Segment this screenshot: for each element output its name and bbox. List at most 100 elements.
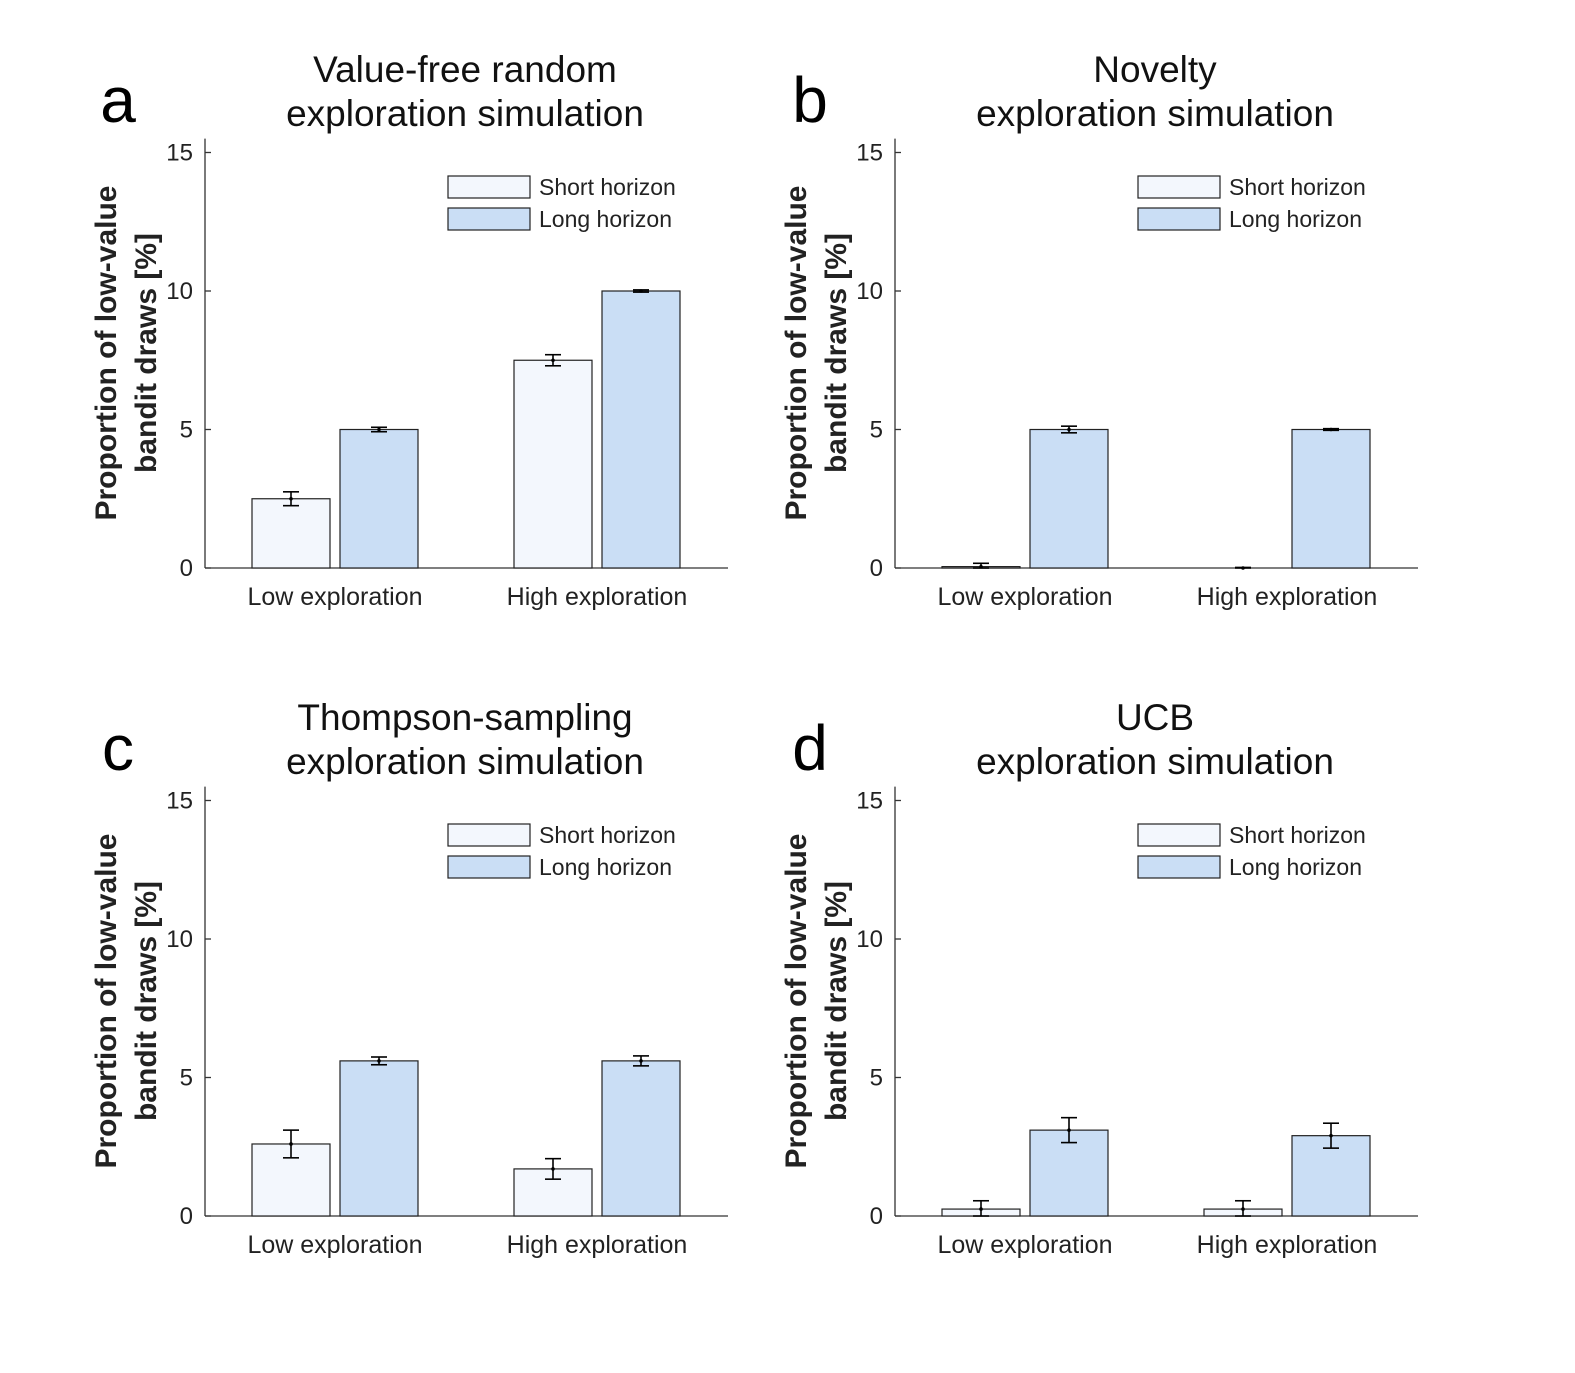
error-bar-mean-dot bbox=[639, 1059, 643, 1063]
y-axis-label-line-1: Proportion of low-value bbox=[780, 186, 813, 521]
x-category-label: High exploration bbox=[1197, 583, 1378, 611]
error-bar bbox=[973, 562, 989, 569]
legend-label-long: Long horizon bbox=[539, 206, 672, 232]
legend: Short horizon Long horizon bbox=[447, 822, 676, 880]
y-tick-label: 10 bbox=[166, 278, 193, 305]
chart-title-line-2: exploration simulation bbox=[286, 741, 644, 782]
y-tick-label: 15 bbox=[166, 140, 193, 167]
legend-swatch-short bbox=[447, 823, 531, 847]
legend-label-long: Long horizon bbox=[1229, 854, 1362, 880]
y-tick-label: 5 bbox=[870, 1065, 883, 1092]
error-bar bbox=[545, 353, 561, 367]
error-bar-mean-dot bbox=[979, 564, 983, 569]
bar-long-high bbox=[601, 290, 681, 569]
panel-letter-c: c bbox=[102, 712, 134, 784]
error-bar bbox=[973, 1199, 989, 1217]
y-axis-label-line-1: Proportion of low-value bbox=[780, 834, 813, 1169]
legend: Short horizon Long horizon bbox=[1137, 174, 1366, 232]
y-axis-label-line-2: bandit draws [%] bbox=[820, 881, 853, 1121]
error-bar bbox=[1323, 427, 1339, 432]
legend-swatch-short bbox=[1137, 823, 1221, 847]
y-axis-label-line-1: Proportion of low-value bbox=[90, 834, 123, 1169]
y-axis-label-line-1: Proportion of low-value bbox=[90, 186, 123, 521]
y-axis-label-line-2: bandit draws [%] bbox=[820, 233, 853, 473]
bar-long-low bbox=[1029, 1129, 1109, 1217]
y-tick-label: 10 bbox=[856, 278, 883, 305]
legend-swatch-long bbox=[447, 855, 531, 879]
y-tick-label: 0 bbox=[870, 1203, 883, 1230]
error-bar-mean-dot bbox=[1067, 1128, 1071, 1132]
x-category-label: Low exploration bbox=[247, 583, 422, 611]
legend-label-short: Short horizon bbox=[539, 174, 676, 200]
y-tick-label: 15 bbox=[856, 788, 883, 815]
error-bar bbox=[545, 1157, 561, 1180]
error-bar-mean-dot bbox=[1241, 566, 1245, 570]
y-tick-label: 0 bbox=[870, 555, 883, 582]
bar-long-high bbox=[1291, 1135, 1371, 1217]
error-bar-mean-dot bbox=[551, 358, 555, 363]
error-bar bbox=[633, 1055, 649, 1067]
chart-title-line-1: Value-free random bbox=[313, 49, 617, 90]
error-bar bbox=[1323, 1122, 1339, 1149]
x-category-label: Low exploration bbox=[937, 583, 1112, 611]
y-tick-label: 5 bbox=[180, 1065, 193, 1092]
y-axis-label-line-2: bandit draws [%] bbox=[130, 881, 163, 1121]
y-tick-label: 0 bbox=[180, 555, 193, 582]
bar-long-low bbox=[1029, 428, 1109, 569]
y-tick-label: 15 bbox=[166, 788, 193, 815]
chart-title-line-2: exploration simulation bbox=[976, 741, 1334, 782]
x-category-label: Low exploration bbox=[937, 1231, 1112, 1259]
legend-label-short: Short horizon bbox=[539, 822, 676, 848]
error-bar bbox=[633, 289, 649, 293]
error-bar bbox=[371, 426, 387, 433]
error-bar bbox=[283, 491, 299, 507]
bar-long-low bbox=[339, 428, 419, 569]
legend: Short horizon Long horizon bbox=[1137, 822, 1366, 880]
bar-long-high bbox=[601, 1060, 681, 1217]
chart-title-line-2: exploration simulation bbox=[976, 93, 1334, 134]
legend-swatch-short bbox=[1137, 175, 1221, 199]
bar-short-high bbox=[513, 359, 593, 569]
legend-swatch-short bbox=[447, 175, 531, 199]
legend-label-long: Long horizon bbox=[539, 854, 672, 880]
legend-swatch-long bbox=[447, 207, 531, 231]
x-category-label: Low exploration bbox=[247, 1231, 422, 1259]
y-tick-label: 10 bbox=[856, 926, 883, 953]
chart-title-line-1: Thompson-sampling bbox=[297, 697, 632, 738]
legend-label-long: Long horizon bbox=[1229, 206, 1362, 232]
error-bar-mean-dot bbox=[289, 1142, 293, 1146]
legend-label-short: Short horizon bbox=[1229, 822, 1366, 848]
bar-long-high bbox=[1291, 428, 1371, 569]
legend-label-short: Short horizon bbox=[1229, 174, 1366, 200]
x-category-label: High exploration bbox=[1197, 1231, 1378, 1259]
panel-letter-b: b bbox=[792, 64, 828, 136]
error-bar bbox=[1061, 1116, 1077, 1144]
error-bar-mean-dot bbox=[551, 1167, 555, 1171]
error-bar-mean-dot bbox=[1329, 427, 1333, 432]
error-bar-mean-dot bbox=[289, 496, 293, 501]
error-bar-mean-dot bbox=[979, 1207, 983, 1211]
chart-title-line-1: Novelty bbox=[1093, 49, 1217, 90]
y-tick-label: 10 bbox=[166, 926, 193, 953]
chart-title-line-2: exploration simulation bbox=[286, 93, 644, 134]
error-bar bbox=[1235, 566, 1251, 570]
legend: Short horizon Long horizon bbox=[447, 174, 676, 232]
error-bar-mean-dot bbox=[1329, 1133, 1333, 1138]
error-bar bbox=[1061, 425, 1077, 434]
bar-long-low bbox=[339, 1060, 419, 1217]
legend-swatch-long bbox=[1137, 855, 1221, 879]
y-tick-label: 15 bbox=[856, 140, 883, 167]
chart-title-line-1: UCB bbox=[1116, 697, 1194, 738]
panel-letter-a: a bbox=[100, 64, 136, 136]
y-tick-label: 5 bbox=[870, 417, 883, 444]
error-bar-mean-dot bbox=[1241, 1207, 1245, 1211]
x-category-label: High exploration bbox=[507, 1231, 688, 1259]
x-category-label: High exploration bbox=[507, 583, 688, 611]
error-bar-mean-dot bbox=[377, 1059, 381, 1063]
error-bar bbox=[1235, 1199, 1251, 1217]
panel-letter-d: d bbox=[792, 712, 828, 784]
error-bar-mean-dot bbox=[639, 289, 643, 293]
